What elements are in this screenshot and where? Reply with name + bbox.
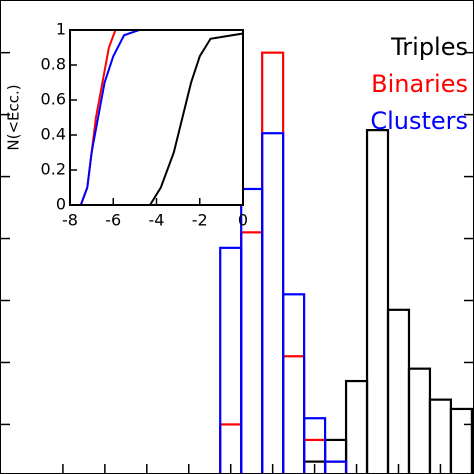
legend-label: Triples xyxy=(390,33,468,61)
bar xyxy=(386,308,411,474)
bar xyxy=(240,231,264,474)
x-tick-label: -4 xyxy=(149,211,165,230)
bar xyxy=(282,293,306,474)
bar xyxy=(282,355,306,474)
y-tick-label: 0.8 xyxy=(41,55,66,74)
bar xyxy=(449,407,474,474)
x-tick-label: -8 xyxy=(62,211,78,230)
bar xyxy=(407,367,432,474)
bar xyxy=(323,460,348,474)
bar xyxy=(261,51,285,474)
bar xyxy=(344,379,369,474)
bar xyxy=(303,417,327,474)
bar xyxy=(303,460,327,474)
bar xyxy=(219,246,243,474)
y-tick-label: 0 xyxy=(56,195,66,214)
bar xyxy=(261,132,285,474)
x-tick-label: -2 xyxy=(192,211,208,230)
y-tick-label: 1 xyxy=(56,20,66,39)
bar xyxy=(323,438,348,474)
bar xyxy=(428,398,453,474)
x-tick-label: 0 xyxy=(238,211,248,230)
inset-frame xyxy=(69,29,244,206)
cdf-line xyxy=(149,32,244,206)
y-tick-label: 0.4 xyxy=(41,125,66,144)
y-tick-label: 0.6 xyxy=(41,90,66,109)
legend-label: Clusters xyxy=(370,107,468,135)
y-axis-label: N(<Ecc.) xyxy=(5,84,23,150)
cdf-line xyxy=(79,29,243,206)
y-tick-label: 0.2 xyxy=(41,160,66,179)
bar xyxy=(365,129,390,474)
bar xyxy=(323,460,348,474)
legend-label: Binaries xyxy=(371,70,468,98)
x-tick-label: -6 xyxy=(105,211,121,230)
